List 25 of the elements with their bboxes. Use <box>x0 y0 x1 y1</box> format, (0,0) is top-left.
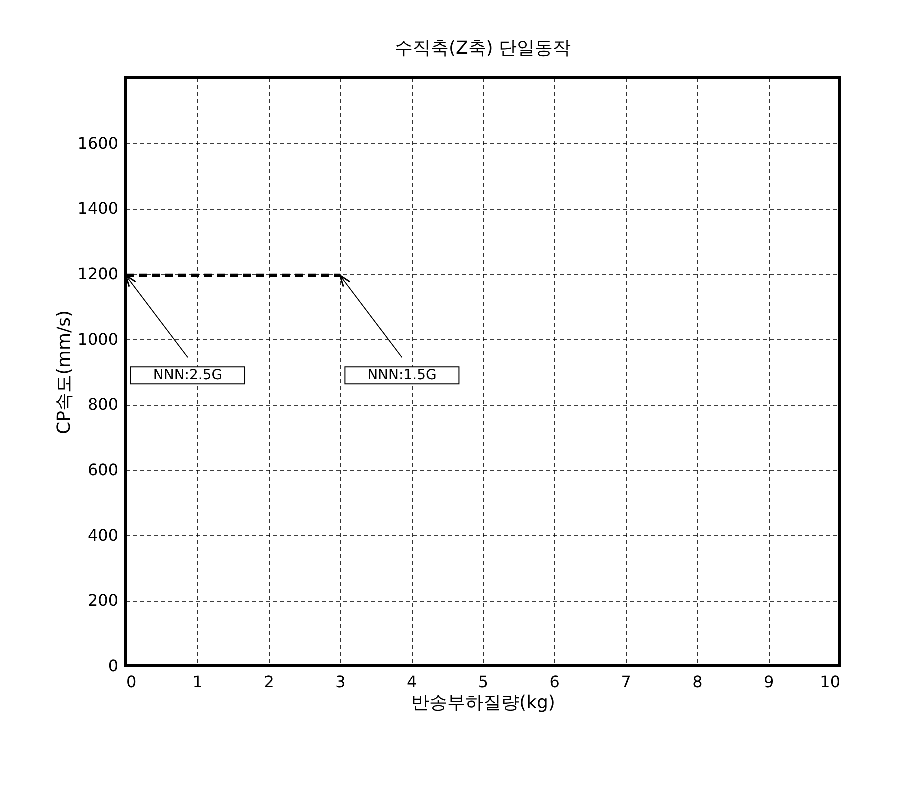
annotation: NNN:2.5G <box>153 368 223 384</box>
y-tick-label: 1200 <box>78 264 118 284</box>
x-tick-label: 8 <box>692 672 703 692</box>
x-tick-label: 2 <box>264 672 274 692</box>
x-tick-label: 9 <box>764 672 774 692</box>
x-tick-label: 3 <box>336 672 346 692</box>
y-tick-label: 400 <box>88 526 118 545</box>
x-tick-label: 6 <box>550 672 560 692</box>
x-tick-label: 0 <box>126 672 137 692</box>
x-tick-label: 1 <box>192 672 203 692</box>
x-tick-label: 10 <box>820 672 840 692</box>
y-tick-label: 800 <box>88 395 118 414</box>
y-tick-label: 200 <box>88 591 118 610</box>
y-axis-title: CP속도(mm/s) <box>54 310 75 434</box>
x-tick-label: 5 <box>478 672 489 692</box>
x-axis-title: 반송부하질량(kg) <box>412 692 556 714</box>
x-tick-label: 7 <box>621 672 632 692</box>
y-tick-label: 600 <box>88 460 118 480</box>
annotation: NNN:1.5G <box>368 368 437 384</box>
chart-title: 수직축(Z축) 단일동작 <box>394 38 572 59</box>
y-tick-label: 1000 <box>78 330 118 349</box>
y-tick-label: 1400 <box>78 199 118 218</box>
y-tick-label: 0 <box>108 656 118 676</box>
y-tick-label: 1600 <box>78 134 118 153</box>
x-tick-label: 4 <box>407 672 418 692</box>
